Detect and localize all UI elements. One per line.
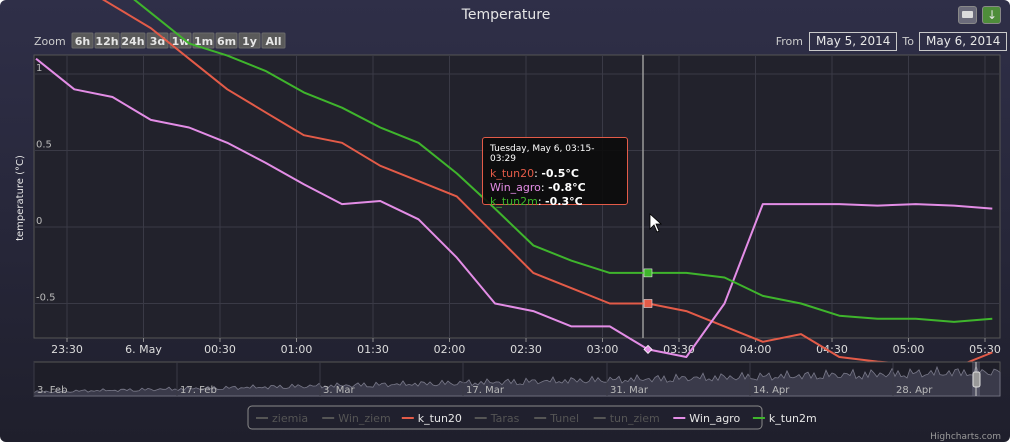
tooltip-value: -0.8°C (548, 181, 586, 194)
x-tick-label: 02:00 (434, 343, 466, 356)
legend-label: k_tun20 (418, 412, 462, 425)
x-tick-label: 01:00 (281, 343, 313, 356)
y-tick-label: 1 (36, 63, 42, 74)
navigator-series (33, 364, 1001, 397)
y-tick-label: 0.5 (36, 140, 52, 151)
zoom-button-12h[interactable]: 12h (94, 32, 120, 49)
navigator-label: 3. Feb (37, 385, 67, 396)
zoom-button-label: 1w (172, 35, 190, 48)
mouse-cursor (649, 213, 663, 233)
from-date-input[interactable]: May 5, 2014 (809, 32, 898, 51)
zoom-label: Zoom (34, 35, 66, 48)
tooltip-value: -0.3°C (545, 195, 583, 208)
legend-label: ziemia (272, 412, 308, 425)
tooltip-row-k_tun20: k_tun20: -0.5°C (490, 167, 579, 180)
legend-label: k_tun2m (769, 412, 817, 425)
navigator-label: 3. Mar (323, 385, 355, 396)
legend-item-k_tun2m[interactable]: k_tun2m (752, 412, 817, 425)
legend-label: tun_ziem (610, 412, 660, 425)
zoom-button-24h[interactable]: 24h (120, 32, 146, 49)
navigator-label: 17. Feb (180, 385, 217, 396)
zoom-button-label: All (265, 35, 281, 48)
legend-item-Win_ziem[interactable]: Win_ziem (322, 412, 391, 425)
y-tick-label: 0 (36, 216, 42, 227)
chart-container: Temperature Zoom 6h 12h 24h 3d 1w 1m 6m 1y All F… (0, 0, 1010, 442)
y-tick-label: -0.5 (36, 293, 56, 304)
legend-label: Win_ziem (338, 412, 390, 425)
legend-item-ziemia[interactable]: ziemia (256, 412, 308, 425)
x-tick-label: 05:00 (893, 343, 925, 356)
tooltip: Tuesday, May 6, 03:15-03:29 k_tun20: -0.… (482, 137, 628, 208)
navigator-label: 28. Apr (896, 385, 933, 396)
legend-label: Win_agro (689, 412, 740, 425)
legend-label: Tunel (549, 412, 579, 425)
marker-Win_agro (643, 344, 653, 354)
zoom-buttons: 6h 12h 24h 3d 1w 1m 6m 1y All (71, 32, 286, 49)
navigator-label: 31. Mar (610, 385, 649, 396)
x-tick-label: 02:30 (510, 343, 542, 356)
download-icon: ↓ (987, 8, 998, 22)
hover-markers (643, 268, 653, 354)
x-tick-label: 05:30 (969, 343, 1001, 356)
zoom-button-label: 6h (75, 35, 91, 48)
navigator-label: 17. Mar (466, 385, 505, 396)
from-label: From (776, 35, 803, 48)
to-date-input[interactable]: May 6, 2014 (919, 32, 1008, 51)
tooltip-series-name: k_tun20 (490, 167, 535, 180)
series-line-k_tun20[interactable] (36, 0, 993, 369)
series-line-Win_agro[interactable] (35, 57, 993, 358)
tooltip-row-win_agro: Win_agro: -0.8°C (490, 181, 586, 194)
legend-item-Tunel[interactable]: Tunel (534, 412, 579, 425)
zoom-button-label: 1y (242, 35, 257, 48)
zoom-button-6h[interactable]: 6h (71, 32, 94, 49)
tooltip-header: Tuesday, May 6, 03:15-03:29 (490, 144, 595, 164)
print-button[interactable] (958, 6, 977, 24)
zoom-button-label: 24h (121, 35, 144, 48)
legend: ziemia Win_ziem k_tun20 Taras Tunel tun_ziem W… (256, 412, 817, 425)
x-tick-label: 03:00 (587, 343, 619, 356)
legend-item-tun_ziem[interactable]: tun_ziem (593, 412, 660, 425)
legend-item-Taras[interactable]: Taras (474, 412, 520, 425)
series-line-k_tun2m[interactable] (36, 0, 993, 323)
zoom-button-6m[interactable]: 6m (215, 32, 238, 49)
navigator-labels: 3. Feb 17. Feb 3. Mar 17. Mar 31. Mar 14. Apr… (33, 362, 933, 396)
export-button[interactable]: ↓ (982, 6, 1001, 24)
zoom-button-label: 1m (194, 35, 213, 48)
tooltip-row-k_tun2m: k_tun2m: -0.3°C (490, 195, 583, 208)
tooltip-series-name: Win_agro (490, 181, 541, 194)
credits[interactable]: Highcharts.com (930, 432, 1001, 442)
zoom-button-1y[interactable]: 1y (238, 32, 261, 49)
tooltip-series-name: k_tun2m (490, 195, 538, 208)
x-tick-label: 03:30 (663, 343, 695, 356)
marker-k_tun20 (643, 299, 653, 308)
x-axis-ticks: 23:30 6. May 00:30 01:00 01:30 02:00 02:30 03:0… (51, 338, 1001, 356)
chart-svg: Temperature Zoom 6h 12h 24h 3d 1w 1m 6m 1y All F… (15, 0, 1001, 442)
printer-icon (962, 11, 973, 18)
zoom-button-All[interactable]: All (261, 32, 286, 49)
zoom-button-label: 6m (217, 35, 236, 48)
legend-label: Taras (490, 412, 520, 425)
marker-k_tun2m (643, 268, 653, 278)
navigator-handle[interactable] (972, 371, 981, 388)
x-tick-label: 6. May (125, 343, 162, 356)
x-tick-label: 00:30 (204, 343, 236, 356)
zoom-button-label: 3d (150, 35, 166, 48)
x-tick-label: 04:00 (740, 343, 772, 356)
tooltip-value: -0.5°C (541, 167, 579, 180)
x-tick-label: 23:30 (51, 343, 83, 356)
to-label: To (901, 35, 914, 48)
y-axis-title: temperature (°C) (15, 155, 26, 241)
legend-item-k_tun20[interactable]: k_tun20 (401, 412, 462, 425)
zoom-button-1w[interactable]: 1w (169, 32, 192, 49)
zoom-button-label: 12h (95, 35, 118, 48)
chart-title: Temperature (461, 7, 551, 23)
legend-item-Win_agro[interactable]: Win_agro (673, 412, 740, 425)
navigator-label: 14. Apr (753, 385, 790, 396)
x-tick-label: 04:30 (816, 343, 848, 356)
x-tick-label: 01:30 (357, 343, 389, 356)
series-group (35, 0, 993, 369)
